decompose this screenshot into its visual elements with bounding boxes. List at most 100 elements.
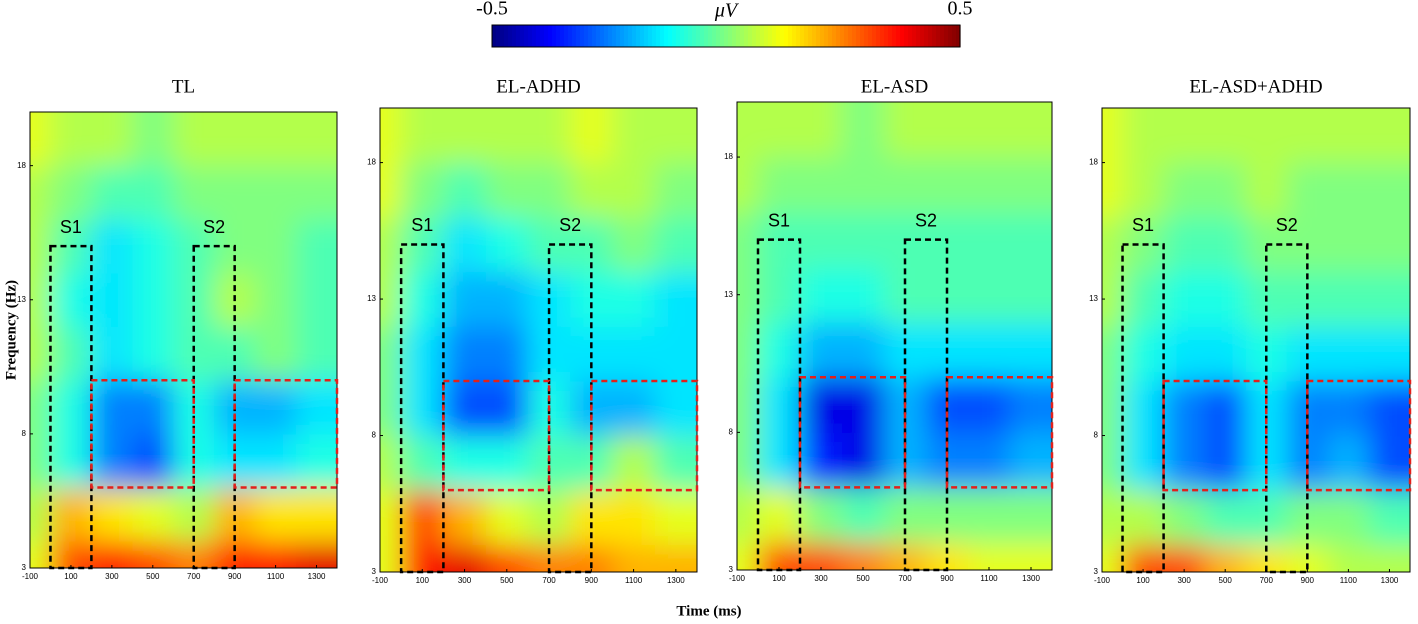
colorbar-swatch — [512, 25, 517, 47]
heatmap-cell — [443, 271, 487, 327]
heatmap-cell — [255, 112, 297, 167]
y-tick-label: 18 — [17, 161, 26, 170]
colorbar-swatch — [564, 25, 569, 47]
colorbar-swatch — [772, 25, 777, 47]
heatmap-cell — [737, 432, 759, 488]
heatmap-cell — [527, 162, 571, 218]
x-tick-label: 1300 — [667, 576, 685, 585]
y-tick-label: 13 — [367, 294, 376, 303]
heatmap-cell — [800, 322, 843, 378]
colorbar-swatch — [800, 25, 805, 47]
heatmap-cell — [380, 326, 402, 382]
heatmap-cell — [91, 112, 133, 167]
heatmap-cell — [173, 541, 215, 568]
heatmap-cell — [654, 271, 697, 327]
heatmap-cell — [968, 377, 1011, 433]
heatmap-cell — [1204, 326, 1247, 382]
heatmap-cell — [132, 487, 174, 542]
heatmap-cell — [443, 108, 487, 164]
y-tick-label: 3 — [22, 563, 27, 572]
heatmap-cell — [1122, 380, 1165, 437]
heatmap-cell — [1010, 267, 1052, 323]
colorbar-swatch — [880, 25, 885, 47]
heatmap-cell — [1122, 435, 1165, 491]
x-tick-label: 100 — [1136, 576, 1150, 585]
colorbar-swatch — [668, 25, 673, 47]
stimulus-window — [903, 238, 949, 572]
colorbar-swatch — [524, 25, 529, 47]
heatmap-cell — [758, 157, 801, 213]
plot-frame — [1101, 107, 1411, 573]
colorbar-swatch — [792, 25, 797, 47]
heatmap-cell — [443, 380, 487, 437]
heatmap-cell — [612, 271, 656, 327]
heatmap-cell — [737, 102, 759, 158]
heatmap-cell — [401, 380, 444, 437]
colorbar-swatch — [560, 25, 565, 47]
heatmap-cell — [1327, 435, 1370, 491]
heatmap-cell — [758, 377, 801, 433]
heatmap-cell — [758, 432, 801, 488]
heatmap-cell — [1163, 380, 1206, 437]
heatmap-cell — [443, 544, 487, 572]
colorbar-swatch — [904, 25, 909, 47]
colorbar-swatch — [940, 25, 945, 47]
heatmap-cell — [255, 433, 297, 489]
heatmap-cell — [380, 108, 402, 164]
heatmap-cell — [800, 542, 843, 570]
colorbar-swatch — [676, 25, 681, 47]
heatmap-cell — [1204, 108, 1247, 164]
heatmap-cell — [401, 490, 444, 546]
x-tick-label: -100 — [1094, 576, 1111, 585]
y-tick-label: 8 — [1094, 431, 1099, 440]
heatmap-cell — [132, 112, 174, 167]
colorbar-swatch — [852, 25, 857, 47]
colorbar-swatch — [864, 25, 869, 47]
heatmap-cell — [485, 108, 529, 164]
colorbar-swatch — [848, 25, 853, 47]
heatmap-cell — [737, 487, 759, 543]
heatmap-cell — [255, 165, 297, 220]
heatmap-cell — [1102, 162, 1124, 218]
heatmap-cell — [30, 380, 51, 435]
colorbar-swatch — [572, 25, 577, 47]
heatmap-cell — [296, 165, 337, 220]
colorbar-swatch — [784, 25, 789, 47]
panel-title: EL-ADHD — [496, 76, 580, 97]
heatmap-cell — [1010, 157, 1052, 213]
colorbar-swatch — [732, 25, 737, 47]
heatmap-cell — [1122, 108, 1165, 164]
colorbar-swatch — [692, 25, 697, 47]
y-tick-label: 3 — [1094, 567, 1099, 576]
heatmap-cell — [485, 162, 529, 218]
stimulus-window — [756, 238, 802, 572]
heatmap-cell — [91, 487, 133, 542]
colorbar-swatch — [892, 25, 897, 47]
stimulus-window — [399, 243, 445, 574]
heatmap-cell — [842, 157, 885, 213]
heatmap-cell — [737, 542, 759, 570]
colorbar-swatch — [736, 25, 741, 47]
heatmap-cell — [968, 212, 1011, 268]
heatmap-cell — [1102, 380, 1124, 437]
plot-frame — [29, 111, 338, 569]
heatmap-cell — [842, 212, 885, 268]
heatmap-cell — [926, 487, 969, 543]
x-tick-label: 1300 — [1381, 576, 1399, 585]
heatmap-cell — [485, 544, 529, 572]
colorbar-swatch — [624, 25, 629, 47]
roi-box — [90, 378, 195, 489]
heatmap-cell — [1010, 377, 1052, 433]
colorbar-swatch — [728, 25, 733, 47]
heatmap-cell — [1368, 380, 1410, 437]
heatmap-cell — [654, 108, 697, 164]
colorbar-swatch — [748, 25, 753, 47]
heatmap-cell — [173, 112, 215, 167]
heatmap-cell — [173, 487, 215, 542]
y-tick-label: 13 — [1089, 294, 1098, 303]
heatmap-cell — [758, 102, 801, 158]
heatmap-cell — [255, 380, 297, 435]
heatmap-cell — [485, 271, 529, 327]
heatmap-cell — [758, 322, 801, 378]
heatmap-cell — [1010, 322, 1052, 378]
